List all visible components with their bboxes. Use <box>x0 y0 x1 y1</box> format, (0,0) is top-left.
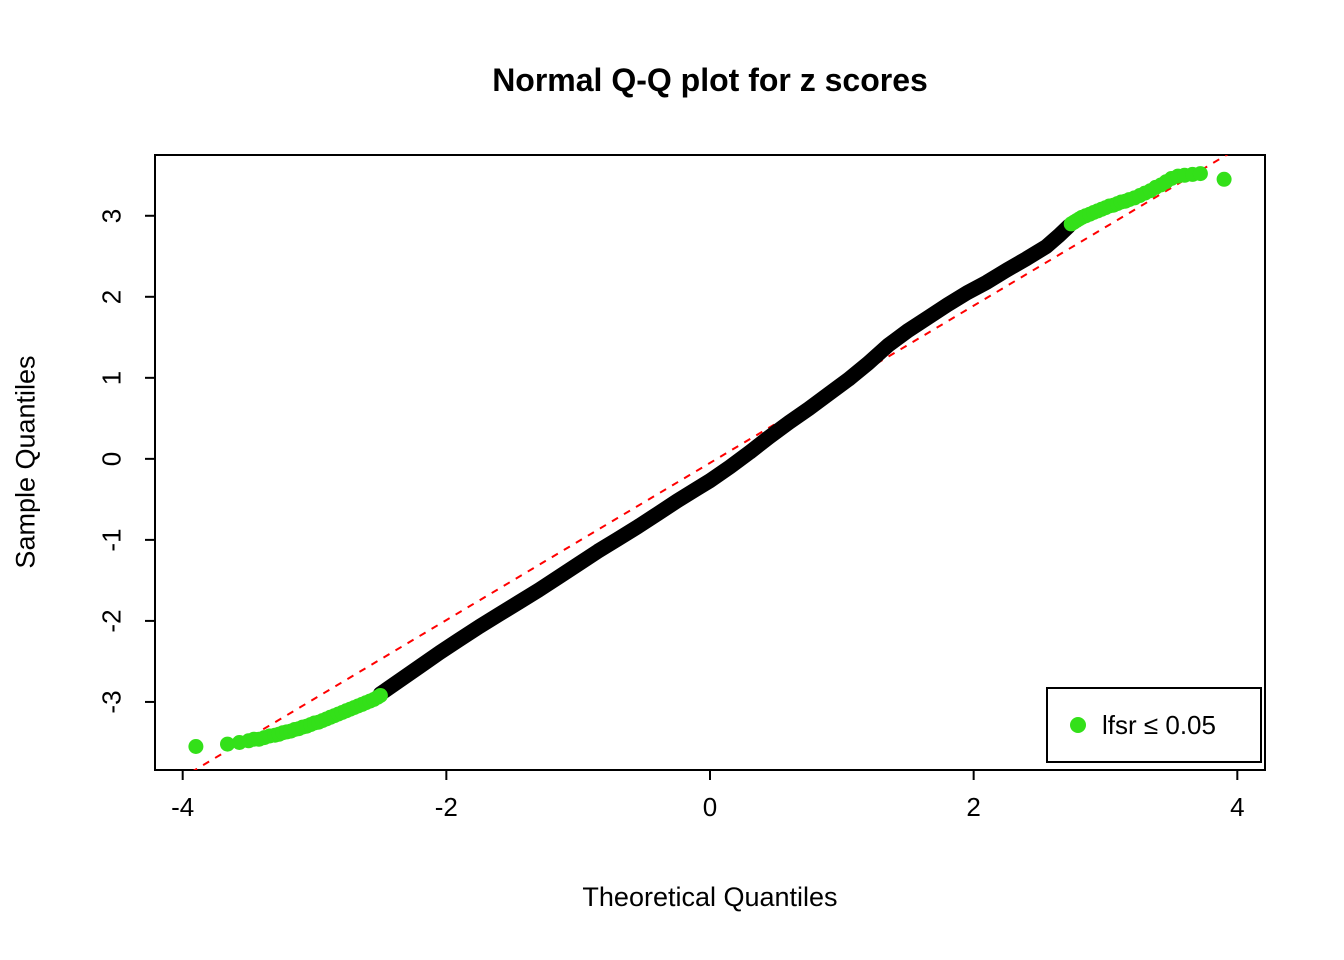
y-tick-label: 3 <box>96 208 127 223</box>
x-tick-label: 2 <box>966 792 981 822</box>
x-tick-label: 0 <box>702 792 718 822</box>
x-tick-label: 4 <box>1230 792 1245 822</box>
legend: lfsr ≤ 0.05 <box>1046 687 1262 763</box>
y-tick-label: 0 <box>96 451 127 467</box>
x-tick-label: -2 <box>434 792 458 822</box>
chart-title: Normal Q-Q plot for z scores <box>492 62 928 98</box>
legend-marker-icon <box>1070 717 1086 733</box>
y-tick-label: -2 <box>96 609 127 633</box>
legend-label: lfsr ≤ 0.05 <box>1102 709 1216 740</box>
y-tick-label: 1 <box>96 370 127 386</box>
y-tick-label: -1 <box>96 528 127 552</box>
y-tick-label: 2 <box>96 289 127 305</box>
x-axis-label: Theoretical Quantiles <box>582 882 838 912</box>
x-tick-label: -4 <box>171 792 195 822</box>
y-tick-label: -3 <box>96 690 127 714</box>
